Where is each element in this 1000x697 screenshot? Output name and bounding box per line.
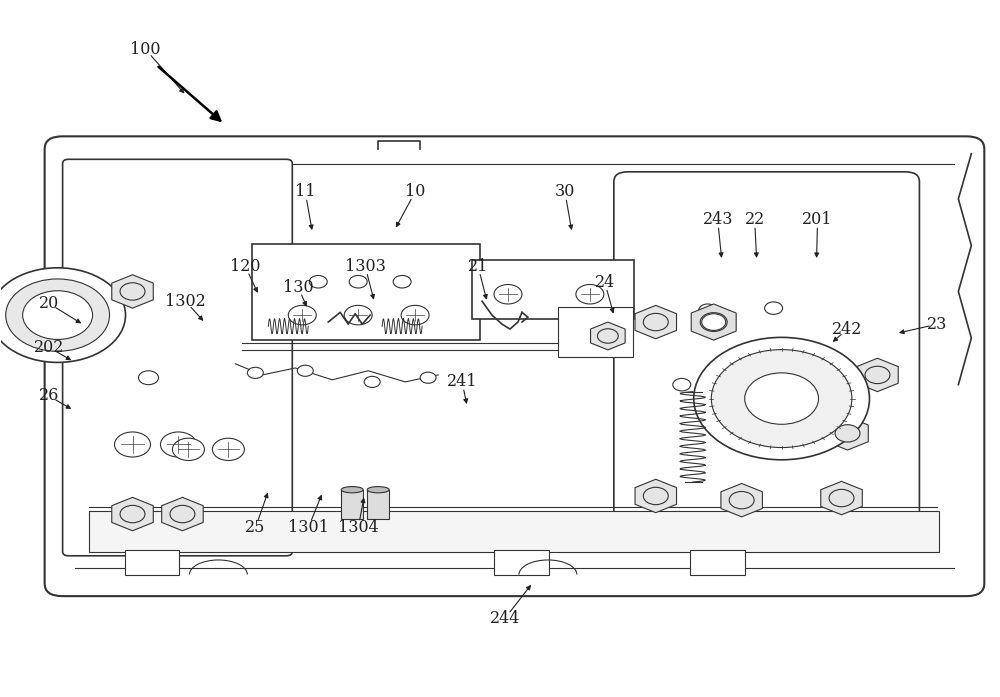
Text: 10: 10	[405, 183, 425, 201]
Text: 1302: 1302	[165, 293, 206, 309]
Text: 22: 22	[745, 211, 765, 229]
Text: 242: 242	[832, 321, 863, 337]
Circle shape	[865, 366, 890, 383]
Text: 241: 241	[447, 374, 477, 390]
Text: 1301: 1301	[288, 519, 329, 537]
Circle shape	[700, 313, 727, 332]
Circle shape	[745, 373, 819, 424]
Text: 243: 243	[702, 211, 733, 229]
Polygon shape	[112, 498, 153, 530]
Circle shape	[0, 268, 126, 362]
Text: 1303: 1303	[345, 258, 386, 275]
Circle shape	[729, 491, 754, 509]
Circle shape	[23, 291, 93, 339]
Circle shape	[349, 275, 367, 288]
Polygon shape	[821, 482, 862, 515]
Bar	[690, 550, 745, 574]
Circle shape	[309, 275, 327, 288]
Text: 26: 26	[38, 388, 59, 404]
Circle shape	[139, 371, 158, 385]
Text: 20: 20	[39, 295, 59, 312]
Bar	[341, 490, 363, 519]
Bar	[367, 490, 389, 519]
Text: 11: 11	[295, 183, 316, 201]
Circle shape	[401, 305, 429, 325]
Circle shape	[643, 487, 668, 505]
Bar	[125, 550, 179, 574]
Circle shape	[494, 284, 522, 304]
Circle shape	[643, 314, 668, 331]
Circle shape	[835, 424, 860, 442]
Circle shape	[212, 438, 244, 461]
Circle shape	[597, 329, 618, 343]
Circle shape	[739, 378, 757, 391]
Text: 120: 120	[230, 258, 261, 275]
Polygon shape	[162, 498, 203, 530]
Circle shape	[393, 275, 411, 288]
Circle shape	[120, 505, 145, 523]
Circle shape	[420, 372, 436, 383]
Circle shape	[247, 367, 263, 378]
Bar	[89, 512, 939, 551]
Circle shape	[829, 489, 854, 507]
Bar	[252, 244, 480, 340]
Text: 100: 100	[130, 41, 161, 58]
FancyBboxPatch shape	[614, 172, 919, 544]
Circle shape	[765, 302, 783, 314]
Circle shape	[115, 432, 150, 457]
Ellipse shape	[367, 487, 389, 493]
Circle shape	[702, 314, 726, 330]
Text: 23: 23	[927, 316, 948, 332]
Circle shape	[120, 283, 145, 300]
FancyBboxPatch shape	[45, 137, 984, 596]
Circle shape	[694, 337, 869, 460]
Text: 21: 21	[468, 258, 488, 275]
Circle shape	[288, 305, 316, 325]
Text: 30: 30	[555, 183, 575, 201]
Ellipse shape	[341, 487, 363, 493]
Circle shape	[297, 365, 313, 376]
Polygon shape	[827, 417, 868, 450]
Circle shape	[344, 305, 372, 325]
Circle shape	[364, 376, 380, 388]
Circle shape	[711, 350, 852, 447]
Circle shape	[699, 304, 717, 316]
Text: 24: 24	[595, 274, 615, 291]
Polygon shape	[635, 305, 677, 339]
Polygon shape	[591, 322, 625, 350]
Circle shape	[160, 432, 196, 457]
Circle shape	[172, 438, 204, 461]
Text: 1304: 1304	[338, 519, 379, 537]
Text: 244: 244	[490, 610, 520, 627]
Circle shape	[170, 505, 195, 523]
FancyBboxPatch shape	[63, 160, 292, 556]
Polygon shape	[112, 275, 153, 308]
Text: 25: 25	[245, 519, 266, 537]
Polygon shape	[721, 484, 762, 517]
Circle shape	[576, 284, 604, 304]
Polygon shape	[691, 304, 736, 340]
Text: 130: 130	[283, 279, 314, 296]
Text: 202: 202	[33, 339, 64, 355]
Text: 201: 201	[802, 211, 833, 229]
Bar	[472, 260, 634, 319]
Circle shape	[6, 279, 110, 351]
Polygon shape	[635, 480, 677, 513]
Circle shape	[673, 378, 691, 391]
Bar	[558, 307, 633, 357]
Polygon shape	[857, 358, 898, 392]
Bar	[494, 550, 549, 574]
